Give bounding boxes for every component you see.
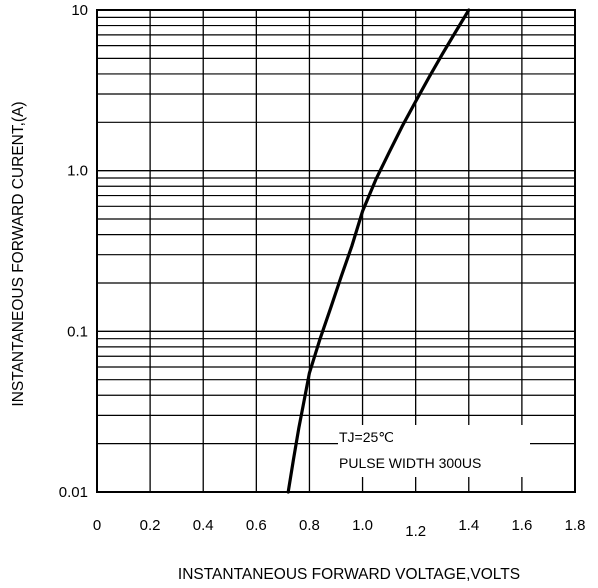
y-tick-label: 10 xyxy=(71,2,88,19)
x-tick-label: 0.6 xyxy=(246,517,267,534)
grid-lines xyxy=(96,9,576,493)
x-tick-label: 0 xyxy=(93,517,101,534)
y-tick-label: 0.01 xyxy=(59,484,88,501)
x-axis-title: INSTANTANEOUS FORWARD VOLTAGE,VOLTS xyxy=(178,566,520,583)
x-tick-label: 0.4 xyxy=(193,517,214,534)
x-tick-label: 0.8 xyxy=(299,517,320,534)
x-tick-label: 1.8 xyxy=(565,517,586,534)
annotation-pulse-width: PULSE WIDTH 300US xyxy=(339,455,481,471)
plot-frame xyxy=(96,9,576,493)
forward-characteristic-curve xyxy=(286,8,471,494)
y-tick-label: 0.1 xyxy=(67,323,88,340)
annotation-backdrop xyxy=(338,425,530,477)
tick-labels: 0 0.2 0.4 0.6 0.8 1.0 1.2 1.4 1.6 1.8 0.01 0.1 1.0 10 xyxy=(59,2,586,540)
x-tick-label: 1.2 xyxy=(405,523,426,540)
x-tick-label: 0.2 xyxy=(140,517,161,534)
y-axis-title: INSTANTANEOUS FORWARD CURENT,(A) xyxy=(10,101,27,406)
x-tick-label: 1.4 xyxy=(458,517,479,534)
x-tick-label: 1.0 xyxy=(352,517,373,534)
y-tick-label: 1.0 xyxy=(67,163,88,180)
annotation-temperature: TJ=25℃ xyxy=(339,429,394,445)
x-tick-label: 1.6 xyxy=(511,517,532,534)
